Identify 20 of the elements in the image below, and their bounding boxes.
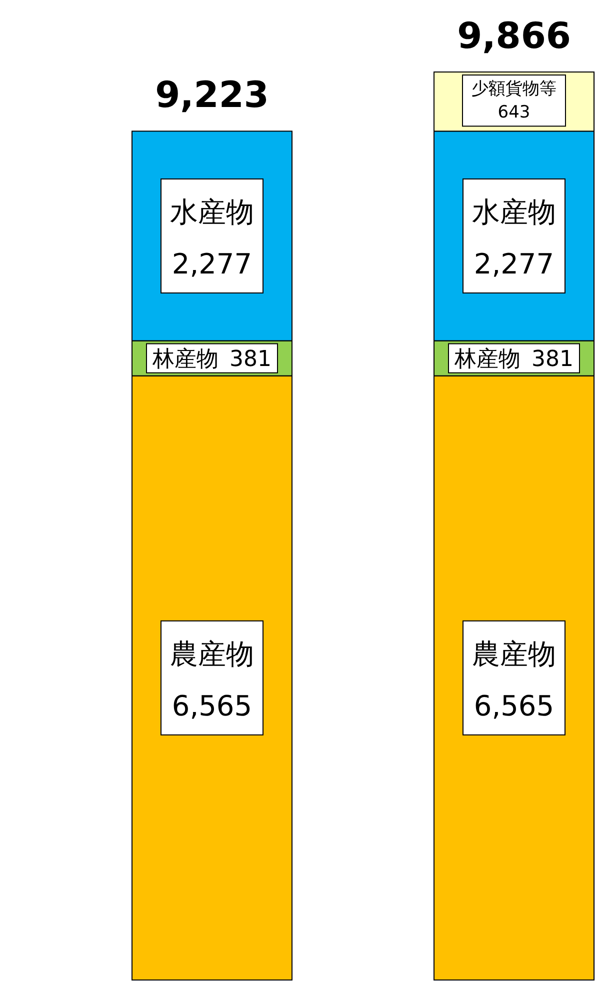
label: 水産物 2,277	[462, 178, 566, 294]
series-label: 少額貨物等	[472, 78, 556, 99]
data-label: 6,565	[172, 689, 252, 722]
data-label: 6,565	[474, 689, 554, 722]
total: 9,866	[457, 16, 571, 57]
label: 林産物 381	[448, 343, 580, 374]
series-label: 林産物	[152, 347, 218, 372]
label: 水産物 2,277	[160, 178, 264, 294]
data-label: 2,277	[474, 247, 554, 280]
data-label: 381	[230, 347, 272, 372]
label: 農産物 6,565	[160, 620, 264, 736]
data-label: 2,277	[172, 247, 252, 280]
data-label: 643	[498, 102, 530, 123]
data-label: 381	[532, 347, 574, 372]
series-label: 農産物	[170, 637, 254, 670]
label: 少額貨物等 643	[462, 74, 566, 127]
total: 9,223	[155, 75, 269, 116]
label: 林産物 381	[146, 343, 278, 374]
series-label: 水産物	[170, 195, 254, 228]
label: 農産物 6,565	[462, 620, 566, 736]
